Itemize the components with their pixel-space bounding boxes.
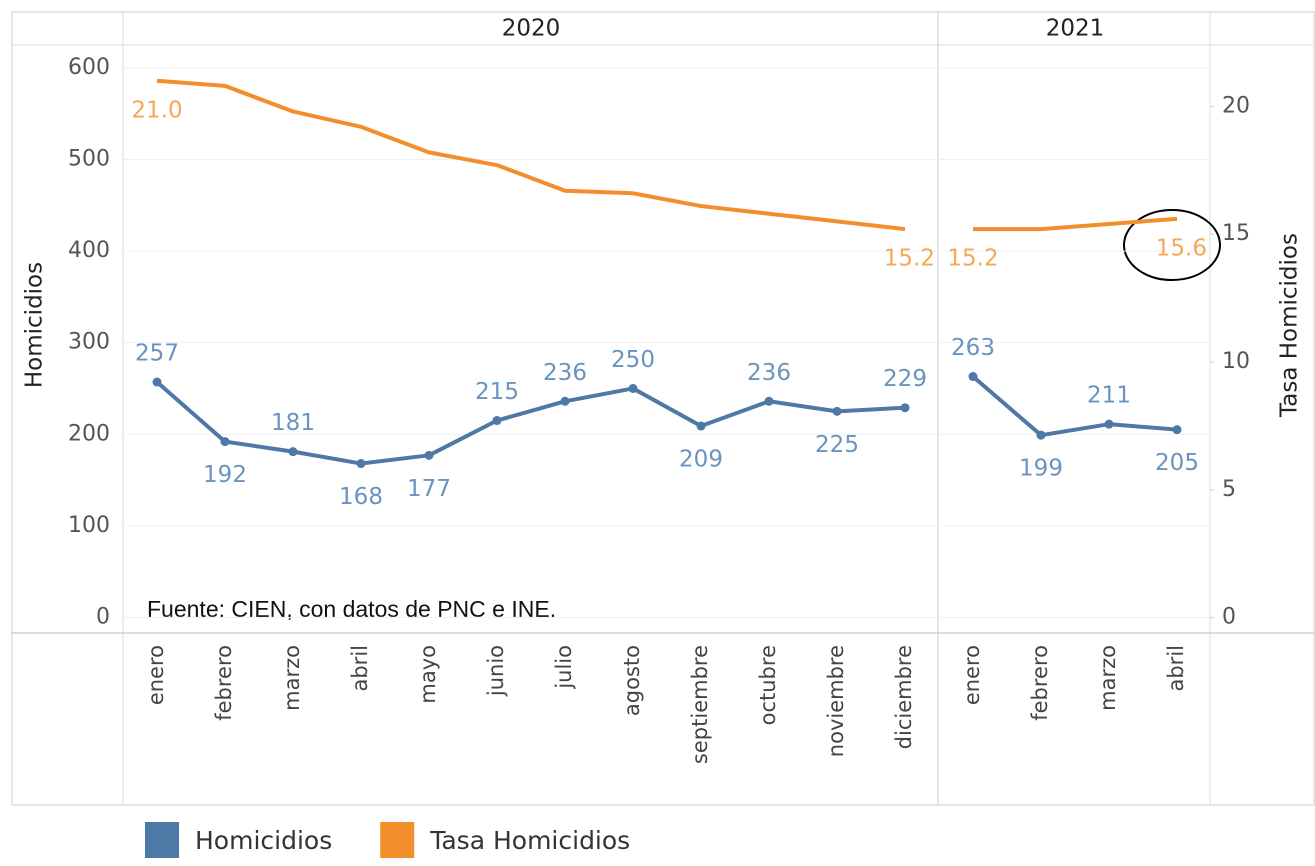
point	[1036, 430, 1046, 440]
legend-swatch	[380, 822, 415, 858]
x-tick-label: julio	[552, 645, 576, 690]
y2-tick-label: 0	[1222, 605, 1236, 630]
highlight-circle	[1123, 209, 1221, 281]
value-label: 205	[1155, 450, 1199, 476]
y2-tick-label: 5	[1222, 477, 1236, 502]
x-tick-label: marzo	[280, 645, 304, 711]
x-tick-label: noviembre	[824, 645, 848, 757]
point	[424, 450, 434, 460]
y2-axis-title: Tasa Homicidios	[1277, 233, 1303, 418]
x-tick-label: febrero	[1028, 645, 1052, 721]
x-tick-label: enero	[960, 645, 984, 705]
value-label: 215	[475, 379, 519, 405]
annotation: Fuente: CIEN, con datos de PNC e INE.	[147, 596, 556, 622]
x-tick-label: abril	[348, 645, 372, 692]
point	[764, 396, 774, 406]
x-tick-label: enero	[144, 645, 168, 705]
y-tick-label: 300	[68, 330, 110, 355]
point	[832, 406, 842, 416]
series-line	[971, 375, 1178, 438]
x-tick-label: agosto	[620, 645, 644, 716]
series-line	[973, 216, 1178, 232]
y-tick-label: 500	[68, 146, 110, 171]
series-line	[156, 78, 906, 232]
point	[560, 396, 570, 406]
legend-label: Tasa Homicidios	[429, 826, 630, 855]
frame	[11, 11, 1315, 806]
y-tick-label: 100	[68, 513, 110, 538]
value-label: 263	[951, 335, 995, 361]
point	[1104, 419, 1114, 429]
panel-title: 2020	[502, 16, 561, 42]
x-tick-label: febrero	[212, 645, 236, 721]
point	[968, 372, 978, 382]
x-tick-label: abril	[1164, 645, 1188, 692]
legend-label: Homicidios	[195, 826, 332, 855]
value-label: 209	[679, 447, 723, 473]
y2-tick-label: 15	[1222, 221, 1250, 246]
point	[492, 416, 502, 426]
value-label: 15.2	[947, 246, 998, 272]
point	[628, 383, 638, 393]
x-tick-label: mayo	[416, 645, 440, 704]
value-label: 21.0	[131, 97, 182, 123]
value-label: 225	[815, 432, 859, 458]
value-label: 250	[611, 347, 655, 373]
value-label: 199	[1019, 456, 1063, 482]
point	[900, 403, 910, 413]
point	[152, 377, 162, 387]
value-label: 229	[883, 366, 927, 392]
y-axis-title: Homicidios	[22, 262, 48, 388]
x-tick-label: diciembre	[892, 645, 916, 749]
value-label: 168	[339, 484, 383, 510]
y-tick-label: 600	[68, 55, 110, 80]
y-tick-label: 200	[68, 421, 110, 446]
y-tick-label: 0	[96, 604, 110, 629]
value-label: 15.2	[884, 246, 935, 272]
y-tick-label: 400	[68, 238, 110, 263]
x-tick-label: marzo	[1096, 645, 1120, 711]
y2-tick-label: 10	[1222, 349, 1250, 374]
point	[696, 421, 706, 431]
value-label: 236	[747, 360, 791, 386]
point	[1172, 425, 1182, 435]
value-label: 177	[407, 476, 451, 502]
point	[356, 459, 366, 469]
x-tick-label: junio	[484, 645, 508, 697]
value-label: 15.6	[1156, 235, 1207, 261]
legend-swatch	[145, 822, 179, 858]
value-label: 211	[1087, 383, 1131, 409]
series-line	[155, 380, 906, 466]
y2-tick-label: 20	[1222, 93, 1250, 118]
x-tick-label: septiembre	[688, 645, 712, 764]
x-tick-label: octubre	[756, 645, 780, 725]
panel-title: 2021	[1046, 16, 1105, 42]
value-label: 236	[543, 360, 587, 386]
value-label: 257	[135, 341, 179, 367]
value-label: 192	[203, 462, 247, 488]
point	[220, 437, 230, 447]
value-label: 181	[271, 410, 315, 436]
point	[288, 447, 298, 457]
